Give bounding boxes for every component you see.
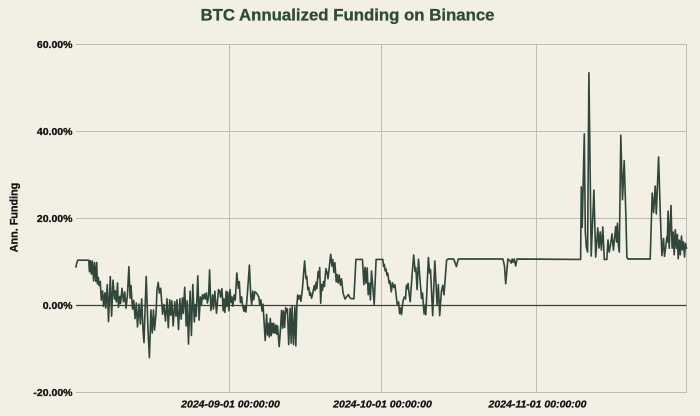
svg-text:BTC Annualized Funding on Bina: BTC Annualized Funding on Binance	[201, 6, 495, 25]
svg-text:60.00%: 60.00%	[37, 39, 73, 51]
svg-text:40.00%: 40.00%	[37, 126, 73, 138]
svg-text:Ann. Funding: Ann. Funding	[9, 183, 21, 253]
svg-text:0.00%: 0.00%	[43, 300, 73, 312]
svg-text:2024-09-01 00:00:00: 2024-09-01 00:00:00	[180, 399, 280, 411]
svg-text:2024-11-01 00:00:00: 2024-11-01 00:00:00	[488, 399, 587, 411]
svg-text:2024-10-01 00:00:00: 2024-10-01 00:00:00	[332, 399, 432, 411]
svg-text:20.00%: 20.00%	[37, 213, 73, 225]
svg-text:-20.00%: -20.00%	[33, 387, 73, 399]
